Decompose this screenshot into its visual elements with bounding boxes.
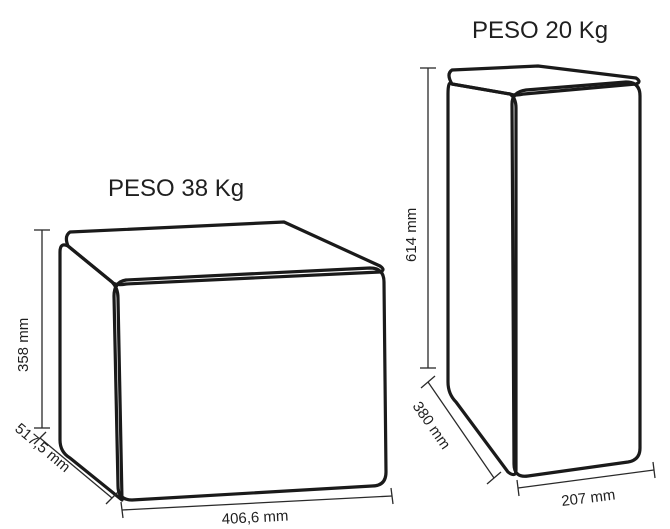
- box-20kg-depth-tick-b: [486, 471, 502, 485]
- box-38kg-height-label: 358 mm: [15, 318, 32, 372]
- box-20kg-title: PESO 20 Kg: [472, 17, 608, 44]
- box-20kg-width-label: 207 mm: [560, 486, 616, 509]
- box-38kg-title: PESO 38 Kg: [108, 175, 244, 202]
- box-20kg-side-face: [446, 81, 518, 477]
- box-38kg-width-tick-a: [120, 501, 124, 519]
- box-20kg-depth-tick-a: [420, 375, 436, 389]
- box-38kg-width-line: [121, 495, 393, 511]
- box-20kg-width-tick-a: [516, 479, 520, 497]
- box-20kg-top-face: [447, 64, 641, 97]
- box-38kg-depth-tick-b: [105, 491, 119, 505]
- box-38kg-width-label: 406,6 mm: [221, 508, 289, 528]
- box-38kg-width-tick-b: [390, 487, 394, 505]
- box-20kg-height-label: 614 mm: [403, 208, 420, 262]
- box-20kg-width-line: [517, 469, 655, 489]
- box-20kg-width-tick-b: [652, 461, 656, 479]
- box-20kg-front-face: [510, 80, 642, 478]
- box-38kg-front-face: [112, 266, 388, 502]
- box-38kg-depth-line: [39, 437, 113, 499]
- box-20kg: [420, 64, 656, 497]
- box-20kg-depth-label: 380 mm: [409, 399, 454, 453]
- box-38kg-depth-tick-a: [33, 431, 47, 445]
- box-38kg: [33, 220, 394, 519]
- box-20kg-depth-line: [427, 381, 495, 479]
